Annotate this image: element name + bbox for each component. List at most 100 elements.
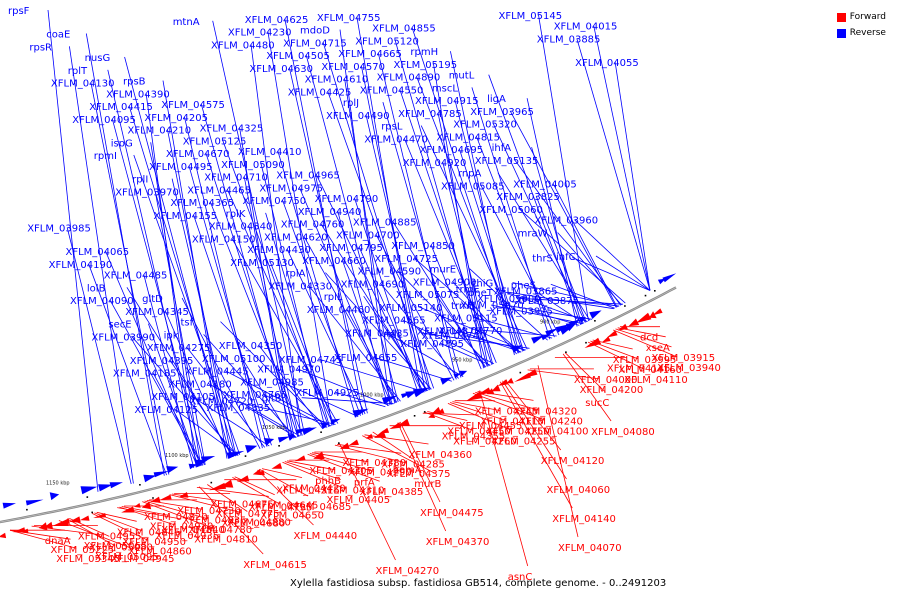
connector-line [315,174,423,394]
connector-line [322,42,430,391]
connector-line [593,25,651,291]
connector-line [490,304,584,325]
forward-gene-arrow [294,455,306,462]
forward-gene-label: XFLM_04140 [552,514,616,525]
reverse-gene-label: XFLM_04365 [170,198,234,209]
forward-gene-label: XFLM_04840 [161,525,225,536]
reverse-gene-label: XFLM_05130 [230,258,294,269]
reverse-gene-label: XFLM_05070 [460,300,524,311]
connector-line [514,159,622,306]
reverse-gene-label: XFLM_05140 [379,303,443,314]
connector-line [346,308,398,403]
reverse-gene-label: XFLM_05000 [477,294,541,305]
forward-gene-label: XFLM_05065 [84,541,148,552]
forward-gene-label: XFLM_04930 [150,522,214,533]
forward-gene-label: XFLM_04440 [294,531,358,542]
forward-gene-arrow [497,379,509,386]
reverse-gene-arrow [578,316,587,323]
scale-tick-label: 1050 kbp [262,425,286,431]
forward-gene-arrow [236,475,250,482]
forward-gene-arrow [271,462,283,469]
reverse-gene-label: XFLM_04330 [269,281,333,292]
connector-line [85,33,165,476]
forward-gene-label: dnaA [45,536,71,547]
reverse-gene-label: XFLM_04345 [125,307,189,318]
forward-gene-label: XFLM_04730 [177,506,241,517]
connector-line [318,358,425,393]
reverse-gene-label: trmE [456,285,480,296]
forward-gene-label: XFLM_04320 [514,406,578,417]
forward-gene-label: XFLM_05080 [89,542,153,553]
reverse-gene-label: XFLM_04575 [161,100,225,111]
connector-line [121,506,170,516]
connector-line [66,518,116,547]
reverse-gene-arrow [540,333,552,341]
forward-gene-arrow [121,506,135,513]
forward-gene-arrow [69,516,81,523]
reverse-gene-label: XFLM_04185 [113,369,177,380]
feature-marker [152,497,154,499]
reverse-gene-label: XFLM_05320 [453,120,517,131]
forward-gene-label: XFLM_04120 [541,456,605,467]
forward-gene-label: XFLM_04285 [381,459,445,470]
connector-line [375,234,455,381]
feature-marker [413,415,416,417]
scale-tick-label: 1100 kbp [165,453,189,459]
genome-backbone-highlight [0,287,677,523]
reverse-gene-label: XFLM_04435 [345,328,409,339]
reverse-gene-arrow [405,391,418,399]
connector-line [305,54,399,403]
connector-line [380,283,459,379]
connector-line [504,379,562,451]
connector-line [220,321,327,428]
forward-gene-arrow [44,521,53,530]
connector-line [164,310,230,459]
forward-gene-label: XFLM_04355 [442,432,506,443]
connector-line [617,327,666,338]
forward-gene-arrow [13,527,26,533]
connector-line [552,183,618,308]
forward-gene-label: XFLM_04420 [282,484,346,495]
forward-gene-label: XFLM_04810 [194,535,258,546]
connector-line [339,443,396,561]
feature-marker [565,351,567,353]
reverse-gene-label: XFLM_04890 [377,73,441,84]
reverse-gene-arrow [545,328,559,337]
reverse-gene-label: XFLM_05125 [183,136,247,147]
connector-line [169,494,242,513]
reverse-gene-label: XFLM_05120 [355,36,419,47]
forward-gene-label: XFLM_04735 [249,502,313,513]
reverse-gene-label: XFLM_03965 [470,107,534,118]
connector-line [303,236,397,404]
connector-line [109,299,203,466]
forward-gene-label: XFLM_04115 [480,417,544,428]
reverse-gene-label: XFLM_04920 [403,158,467,169]
connector-line [269,261,335,426]
connector-line [339,29,391,406]
forward-gene-arrow [486,388,495,395]
reverse-gene-label: XFLM_04750 [243,196,307,207]
forward-gene-label: XFLM_04240 [519,416,583,427]
reverse-gene-label: XFLM_04965 [276,171,340,182]
scale-ticks: 900 kbp 950 kbp 1000 kbp 1050 kbp 1100 kbp 11… [46,319,560,486]
reverse-gene-label: ipk [164,330,179,341]
forward-gene-label: XFLM_05225 [51,545,115,556]
reverse-gene-label: tsf [181,318,194,329]
forward-gene-arrow [475,387,491,396]
connector-line [277,150,357,418]
forward-gene-label: XFLM_04645 [255,501,319,512]
connector-line [162,80,228,459]
reverse-gene-label: XFLM_04715 [283,38,347,49]
connector-line [335,391,386,408]
feature-marker [338,442,340,444]
forward-gene-label: XFLM_04955 [78,532,142,543]
forward-gene-label: hemA [393,465,422,476]
connector-line [341,259,393,405]
forward-gene-label: XFLM_04200 [580,385,644,396]
reverse-gene-arrow [245,445,258,454]
connector-line [198,486,264,555]
forward-gene-arrow [506,377,514,384]
reverse-gene-arrow [568,318,582,327]
connector-line [210,201,303,436]
scale-tick-label: 900 kbp [540,319,560,325]
